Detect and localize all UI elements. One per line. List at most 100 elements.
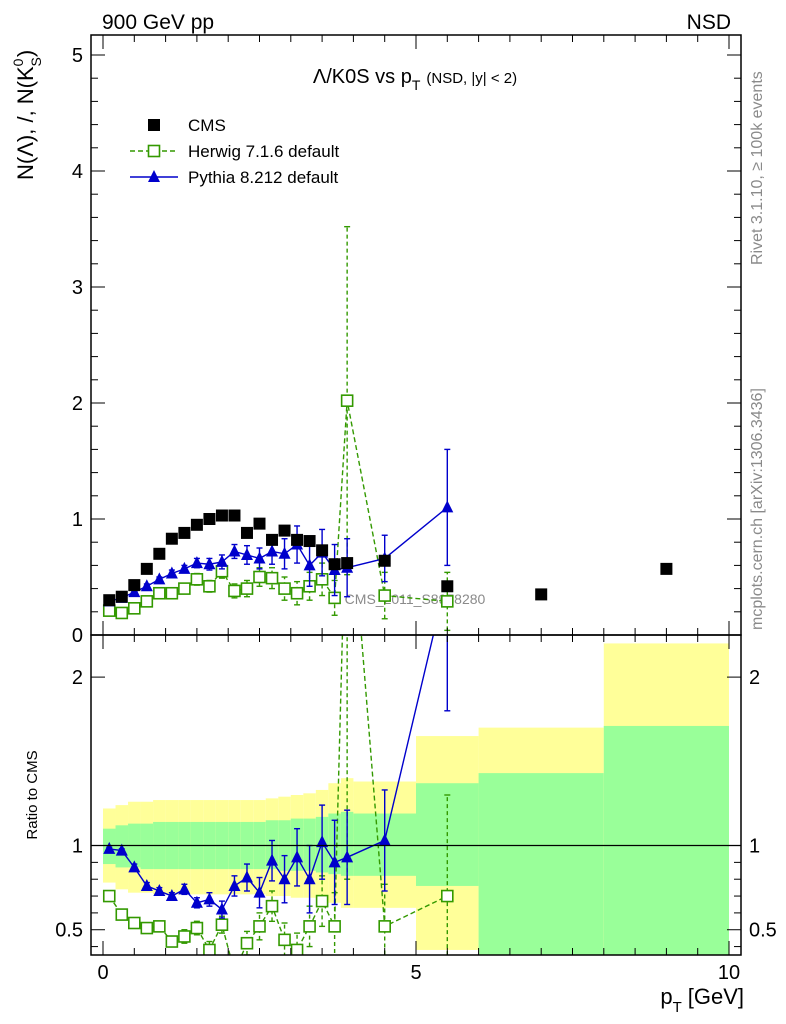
- pythia-ratio-point: [190, 895, 203, 908]
- pythia-point: [203, 557, 216, 570]
- ylabel-subscript: S: [28, 57, 44, 66]
- y-tick-label: 4: [72, 161, 83, 183]
- pythia-ratio-point: [291, 850, 304, 863]
- pythia-ratio-point: [228, 878, 241, 891]
- legend-label: Herwig 7.1.6 default: [188, 142, 339, 161]
- pythia-point: [178, 561, 191, 574]
- pythia-ratio-point: [178, 882, 191, 895]
- herwig-point: [203, 579, 216, 593]
- herwig-point: [265, 571, 279, 585]
- ratio-series-group: [102, 635, 454, 955]
- header-left: 900 GeV pp: [102, 11, 214, 34]
- cms-point: [215, 509, 228, 522]
- cms-point: [153, 547, 166, 560]
- y-tick-label: 2: [72, 393, 83, 415]
- herwig-ratio-point: [190, 921, 204, 935]
- header-right: NSD: [687, 11, 731, 34]
- herwig-ratio-point: [265, 899, 279, 913]
- herwig-point: [178, 582, 191, 595]
- ratio-y-tick-label-right: 0.5: [749, 920, 777, 942]
- mcplots-credit: mcplots.cern.ch [arXiv:1306.3436]: [749, 388, 766, 630]
- pythia-ratio-point: [153, 884, 166, 896]
- cms-point: [266, 533, 279, 546]
- xlabel-units: [GeV]: [688, 984, 744, 1009]
- cms-point: [203, 513, 216, 525]
- pythia-ratio-point: [128, 860, 141, 873]
- ratio-y-tick-label-right: 1: [749, 836, 760, 858]
- legend: CMS Herwig 7.1.6 default Pythia 8.212 defa…: [130, 116, 339, 187]
- main-ylabel: N(Λ), /, N(K0 S): [10, 50, 44, 180]
- herwig-point: [253, 570, 266, 584]
- y-tick-label: 3: [72, 277, 83, 299]
- pythia-point: [240, 547, 253, 560]
- pythia-point: [165, 566, 178, 579]
- cms-point: [178, 526, 191, 539]
- pythia-ratio-point: [266, 853, 279, 866]
- herwig-point: [228, 584, 241, 598]
- ratio-axes: 0 5 10 0.5 0.5 1 1 2 2: [55, 635, 777, 984]
- cms-point: [228, 509, 241, 522]
- herwig-ratio-point: [203, 943, 216, 955]
- ratio-y-tick-label: 1: [72, 836, 83, 858]
- pythia-ratio-point: [378, 833, 391, 846]
- pythia-point: [140, 579, 153, 592]
- herwig-point: [140, 595, 154, 608]
- uncertainty-band-inner: [478, 773, 604, 955]
- herwig-point: [340, 394, 354, 407]
- cms-point: [341, 557, 354, 570]
- herwig-ratio-point: [253, 920, 266, 933]
- herwig-point: [190, 573, 204, 586]
- ratio-y-tick-label-right: 2: [749, 667, 760, 689]
- uncertainty-band-inner: [140, 823, 154, 870]
- xlabel-subscript: T: [673, 999, 682, 1016]
- cms-point: [378, 554, 391, 567]
- cms-point: [316, 544, 329, 557]
- herwig-point: [153, 586, 166, 600]
- ratio-y-tick-label: 0.5: [55, 920, 83, 942]
- y-tick-label: 5: [72, 45, 83, 67]
- cms-point: [128, 579, 141, 592]
- cms-point: [303, 535, 316, 548]
- pythia-point: [215, 554, 228, 567]
- pythia-point: [253, 551, 266, 564]
- pythia-ratio-point: [253, 885, 266, 898]
- pythia-ratio-point: [115, 843, 128, 856]
- legend-marker: [148, 170, 160, 182]
- pythia-point: [153, 572, 166, 585]
- title-main: Λ/K0S vs p: [313, 66, 412, 88]
- pythia-ratio-point: [140, 878, 153, 891]
- cms-point: [115, 590, 128, 603]
- legend-marker: [148, 119, 160, 131]
- pythia-ratio-point: [203, 892, 216, 905]
- herwig-point: [378, 589, 392, 602]
- title-subscript: T: [412, 77, 421, 93]
- legend-marker: [147, 144, 161, 158]
- cms-point: [190, 518, 203, 531]
- cms-point: [278, 524, 291, 537]
- herwig-ratio-point: [165, 935, 179, 948]
- main-series-group: [102, 225, 673, 632]
- x-tick-label: 0: [97, 962, 108, 984]
- herwig-point: [278, 582, 291, 595]
- uncertainty-band-inner: [603, 725, 729, 955]
- herwig-ratio-point: [290, 943, 304, 955]
- herwig-ratio-point: [240, 936, 254, 950]
- ylabel-main: N(Λ), /, N(K: [13, 66, 38, 180]
- herwig-ratio-point: [178, 930, 191, 943]
- ratio-ylabel: Ratio to CMS: [24, 750, 41, 839]
- title-small: (NSD, |y| < 2): [426, 70, 517, 87]
- herwig-ratio-point: [140, 921, 154, 935]
- ratio-y-tick-label: 2: [72, 667, 83, 689]
- cms-point: [535, 588, 548, 601]
- legend-label: Pythia 8.212 default: [188, 168, 339, 187]
- pythia-ratio-point: [240, 870, 253, 883]
- cms-point: [291, 533, 304, 546]
- cms-point: [441, 580, 454, 593]
- pythia-ratio-point: [341, 850, 354, 863]
- pythia-point: [228, 544, 241, 557]
- y-tick-label: 0: [72, 625, 83, 647]
- herwig-ratio-point: [315, 894, 329, 908]
- herwig-ratio-point: [153, 920, 166, 933]
- herwig-point: [102, 604, 116, 617]
